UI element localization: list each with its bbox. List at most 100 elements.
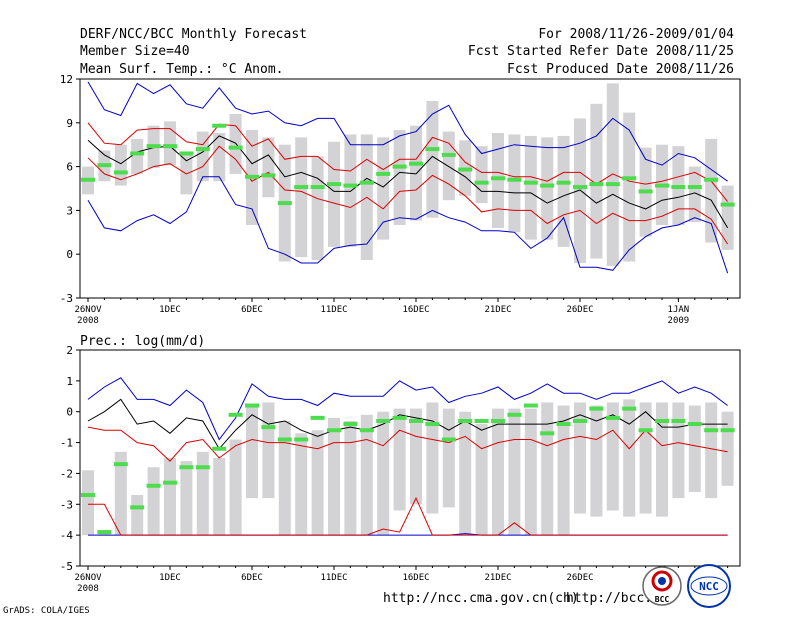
y-tick-label: 3 [66, 204, 73, 217]
y-tick-label: 6 [66, 161, 73, 174]
ensemble-box [705, 402, 718, 499]
ensemble-box [639, 402, 652, 514]
ensemble-box [295, 433, 308, 536]
median-marker [392, 164, 407, 169]
max-line [87, 377, 728, 441]
y-tick-label: -3 [60, 498, 73, 511]
ensemble-box [656, 402, 668, 517]
median-marker [655, 183, 669, 188]
ensemble-box [590, 405, 603, 517]
precip-title: Prec.: log(mm/d) [80, 334, 205, 349]
median-marker [130, 151, 145, 156]
median-marker [130, 505, 145, 510]
median-marker [212, 446, 227, 451]
plot-frame [79, 78, 741, 299]
x-tick-label: 16DEC [402, 305, 429, 315]
median-marker [97, 530, 112, 535]
ensemble-box [164, 121, 176, 166]
x-tick-label: 21DEC [484, 305, 511, 315]
median-marker [671, 418, 686, 423]
median-marker [491, 176, 505, 181]
x-tick-label: 16DEC [402, 573, 429, 583]
median-marker [359, 428, 374, 433]
ensemble-box [508, 408, 521, 536]
ensemble-box [590, 103, 603, 259]
forecast-period: For 2008/11/26-2009/01/04 [538, 27, 734, 42]
ensemble-box [262, 137, 275, 198]
median-marker [163, 480, 177, 485]
median-marker [409, 161, 423, 166]
ensemble-box [672, 402, 685, 499]
median-marker [523, 403, 538, 408]
median-marker [376, 171, 391, 176]
y-tick-label: -3 [60, 292, 73, 305]
y-tick-label: 12 [60, 73, 73, 86]
x-tick-label: 11DEC [320, 305, 347, 315]
ensemble-box [393, 130, 406, 225]
median-marker [507, 177, 522, 182]
ensemble-box [311, 430, 324, 536]
median-marker [622, 176, 637, 181]
bcc-url-link[interactable]: http://bcc. [566, 591, 652, 606]
ensemble-box [393, 408, 406, 511]
median-marker [556, 422, 571, 427]
ensemble-box [311, 156, 324, 261]
median-marker [425, 147, 440, 152]
median-marker [163, 144, 177, 149]
x-tick-year: 2009 [668, 316, 690, 326]
x-tick-label: 21DEC [484, 573, 511, 583]
median-marker [228, 145, 243, 150]
median-marker [474, 418, 489, 423]
median-marker [81, 177, 95, 182]
median-marker [146, 144, 161, 149]
y-tick-label: 1 [66, 375, 73, 388]
ensemble-box [344, 134, 357, 247]
ensemble-box [180, 152, 193, 195]
ensemble-box [410, 408, 422, 505]
median-marker [573, 418, 587, 423]
median-marker [458, 418, 473, 423]
median-marker [720, 428, 735, 433]
median-marker [441, 437, 456, 442]
median-marker [195, 465, 210, 470]
median-marker [441, 152, 456, 157]
ensemble-box [623, 399, 636, 517]
ensemble-box [180, 461, 193, 536]
ncc-url-link[interactable]: http://ncc.cma.gov.cn(ch) [383, 591, 579, 606]
median-marker [212, 123, 227, 128]
ensemble-box [131, 495, 144, 536]
ensemble-box [541, 137, 554, 240]
median-marker [638, 189, 653, 194]
median-marker [458, 167, 473, 172]
ensemble-box [688, 405, 701, 492]
ensemble-box [426, 402, 439, 514]
y-tick-label: 9 [66, 117, 73, 130]
ensemble-box [442, 408, 455, 508]
ensemble-box [246, 405, 258, 499]
ensemble-box [82, 470, 94, 536]
x-tick-label: 26DEC [566, 305, 593, 315]
x-tick-label: 6DEC [241, 305, 263, 315]
lower-spread-line [88, 496, 728, 536]
ensemble-box [524, 408, 537, 536]
median-marker [179, 465, 194, 470]
bcc-logo: BCC [642, 566, 682, 606]
ensemble-box [688, 166, 701, 223]
x-tick-label: 11DEC [320, 573, 347, 583]
median-marker [327, 428, 341, 433]
ensemble-box [541, 402, 554, 536]
x-tick-label: 1DEC [159, 573, 181, 583]
ensemble-box [114, 451, 127, 536]
median-marker [687, 185, 702, 190]
median-marker [195, 147, 210, 152]
median-marker [359, 180, 374, 185]
upper-spread-line [87, 426, 728, 462]
median-marker [556, 180, 571, 185]
median-marker [277, 201, 292, 206]
lower-spread-line [87, 145, 729, 245]
max-line [87, 81, 728, 182]
variable-label: Mean Surf. Temp.: °C Anom. [80, 62, 284, 77]
ensemble-box [557, 135, 570, 247]
ensemble-box [213, 133, 226, 182]
